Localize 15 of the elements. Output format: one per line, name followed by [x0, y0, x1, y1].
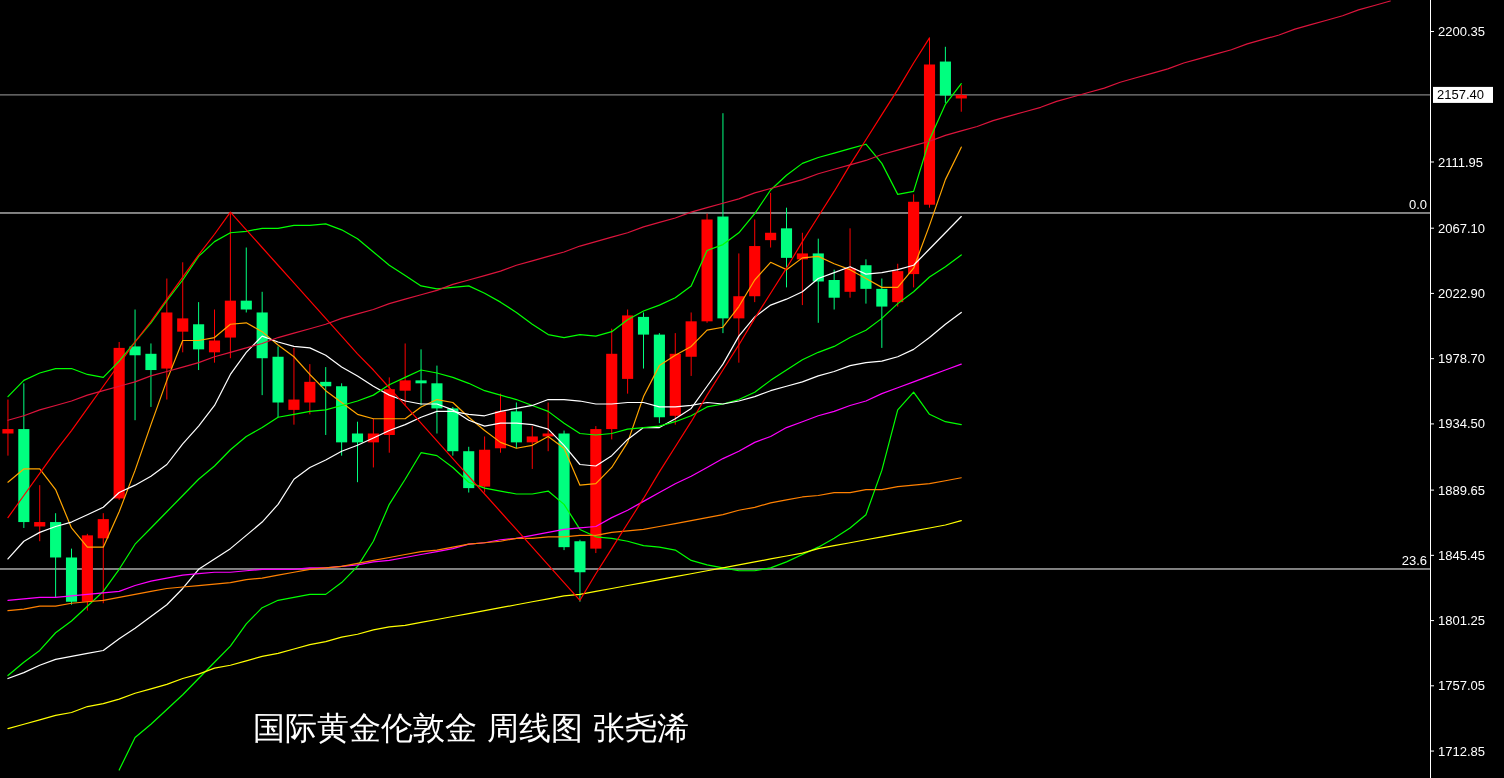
- y-tick-label: 1934.50: [1438, 416, 1485, 432]
- y-tick-label: 1757.05: [1438, 678, 1485, 694]
- y-tick-label: 1978.70: [1438, 351, 1485, 367]
- y-tick-label: 1712.85: [1438, 743, 1485, 759]
- ref-line-label: 2157.40: [1437, 87, 1484, 103]
- text: 国际黄金伦敦金 周线图 张尧浠: [253, 709, 690, 748]
- y-tick-label: 2200.35: [1438, 24, 1485, 40]
- y-tick-label: 2111.95: [1438, 154, 1484, 170]
- y-tick-label: 2022.90: [1438, 285, 1485, 301]
- y-tick-label: 1889.65: [1438, 482, 1485, 498]
- y-tick-label: 2067.10: [1438, 220, 1485, 236]
- y-tick-label: 1845.45: [1438, 547, 1485, 563]
- annotation: 0.0: [1408, 196, 1427, 212]
- annotation: 23.6: [1401, 553, 1427, 568]
- y-tick-label: 1801.25: [1438, 613, 1485, 629]
